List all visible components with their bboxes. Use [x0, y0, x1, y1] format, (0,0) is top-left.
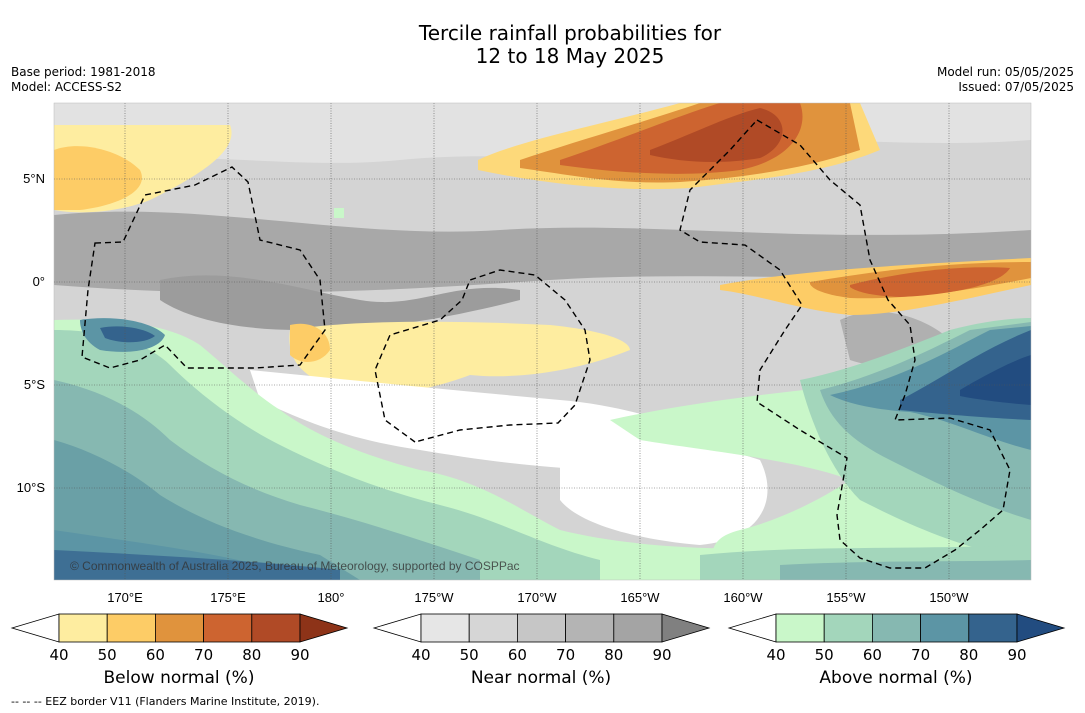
colorbar-0-segment-2	[154, 613, 204, 643]
colorbar-1-tick-5: 90	[652, 646, 671, 664]
chart-title: Tercile rainfall probabilities for 12 to…	[0, 22, 1085, 68]
above-normal-s-60	[780, 560, 1031, 580]
above-normal-title: Above normal (%)	[819, 668, 973, 688]
colorbar-0: 40 50 60 70 80 90	[10, 613, 349, 664]
colorbar-0-tick-0: 40	[49, 646, 68, 664]
lat-label-0: 0°	[33, 274, 45, 289]
below-normal-c-40	[289, 321, 630, 395]
colorbar-2-segment-1	[823, 613, 873, 643]
colorbar-2-tick-2: 60	[863, 646, 882, 664]
lon-label-170w: 170°W	[517, 590, 557, 605]
colorbar-0-tick-2: 60	[146, 646, 165, 664]
colorbar-2-high-arrow	[1016, 613, 1066, 643]
title-line-1: Tercile rainfall probabilities for	[418, 21, 722, 45]
colorbar-2-low-arrow	[727, 613, 777, 643]
colorbar-0-tick-3: 70	[194, 646, 213, 664]
lon-label-150w: 150°W	[929, 590, 969, 605]
lon-label-155w: 155°W	[826, 590, 866, 605]
colorbar-1-tick-2: 60	[508, 646, 527, 664]
lat-label-5n: 5°N	[23, 171, 45, 186]
model-name: Model: ACCESS-S2	[11, 80, 123, 94]
base-period: Base period: 1981-2018	[11, 65, 156, 79]
meta-left: Base period: 1981-2018 Model: ACCESS-S2	[11, 65, 156, 95]
colorbar-2-tick-3: 70	[911, 646, 930, 664]
map-credit: © Commonwealth of Australia 2025, Bureau…	[70, 559, 520, 573]
near-normal-dark-band	[54, 211, 1031, 293]
title-line-2: 12 to 18 May 2025	[475, 44, 665, 68]
gridlines	[54, 103, 1031, 580]
model-run: Model run: 05/05/2025	[936, 65, 1074, 79]
colorbar-0-tick-5: 90	[290, 646, 309, 664]
below-normal-ne-80	[650, 108, 783, 162]
colorbar-1: 40 50 60 70 80 90	[372, 613, 711, 664]
lat-label-5s: 5°S	[24, 377, 45, 392]
colorbar-1-tick-0: 40	[411, 646, 430, 664]
colorbar-1-segment-4	[613, 613, 663, 643]
colorbar-0-tick-1: 50	[98, 646, 117, 664]
lon-label-165w: 165°W	[620, 590, 660, 605]
colorbar-0-segment-0	[58, 613, 108, 643]
lon-label-170e: 170°E	[107, 590, 143, 605]
colorbar-2-tick-4: 80	[959, 646, 978, 664]
colorbar-0-high-arrow	[299, 613, 349, 643]
eez-footnote: -- -- -- EEZ border V11 (Flanders Marine…	[11, 695, 320, 708]
lon-label-175e: 175°E	[210, 590, 246, 605]
colorbar-0-segment-4	[251, 613, 301, 643]
colorbar-2-segment-0	[775, 613, 825, 643]
colorbar-0-tick-4: 80	[242, 646, 261, 664]
map-fields	[54, 103, 1031, 580]
lat-labels: 5°N 0° 5°S 10°S	[17, 171, 46, 495]
no-signal-central	[250, 370, 706, 470]
colorbar-1-segment-2	[517, 613, 567, 643]
above-normal-small-patch	[334, 208, 344, 218]
meta-right: Model run: 05/05/2025 Issued: 07/05/2025	[937, 65, 1074, 95]
lon-label-160w: 160°W	[723, 590, 763, 605]
near-normal-dark-band-2	[160, 275, 520, 330]
above-normal-w-80	[100, 326, 155, 343]
below-normal-c-50	[290, 323, 330, 362]
issued-date: Issued: 07/05/2025	[958, 80, 1074, 94]
colorbar-2-segment-3	[920, 613, 970, 643]
colorbar-1-segment-1	[468, 613, 518, 643]
colorbars: 40 50 60 70 80 90 40 50 60 70 80 90 40 50 60 70 80 90	[10, 613, 1066, 664]
colorbar-0-segment-1	[106, 613, 156, 643]
colorbar-1-segment-3	[565, 613, 615, 643]
lon-label-180: 180°	[318, 590, 345, 605]
colorbar-1-segment-0	[420, 613, 470, 643]
colorbar-1-low-arrow	[372, 613, 422, 643]
above-normal-sw-core	[54, 550, 340, 580]
colorbar-2-tick-1: 50	[815, 646, 834, 664]
below-normal-title: Below normal (%)	[103, 668, 255, 688]
colorbar-2-tick-5: 90	[1007, 646, 1026, 664]
near-normal-title: Near normal (%)	[470, 668, 612, 688]
colorbar-2: 40 50 60 70 80 90	[727, 613, 1066, 664]
lon-labels: 170°E 175°E 180° 175°W 170°W 165°W 160°W…	[107, 590, 969, 605]
no-signal-south	[560, 443, 768, 545]
colorbar-2-tick-0: 40	[766, 646, 785, 664]
lon-label-175w: 175°W	[414, 590, 454, 605]
colorbar-1-tick-4: 80	[604, 646, 623, 664]
colorbar-0-low-arrow	[10, 613, 60, 643]
colorbar-0-segment-3	[203, 613, 253, 643]
colorbar-2-segment-2	[872, 613, 922, 643]
colorbar-1-tick-1: 50	[460, 646, 479, 664]
colorbar-1-tick-3: 70	[556, 646, 575, 664]
colorbar-2-segment-4	[968, 613, 1018, 643]
lat-label-10s: 10°S	[17, 480, 46, 495]
map-frame	[53, 102, 1032, 581]
colorbar-1-high-arrow	[661, 613, 711, 643]
eez-borders	[81, 119, 1011, 569]
below-normal-nw-50	[54, 146, 142, 210]
above-normal-se-core	[960, 355, 1031, 405]
